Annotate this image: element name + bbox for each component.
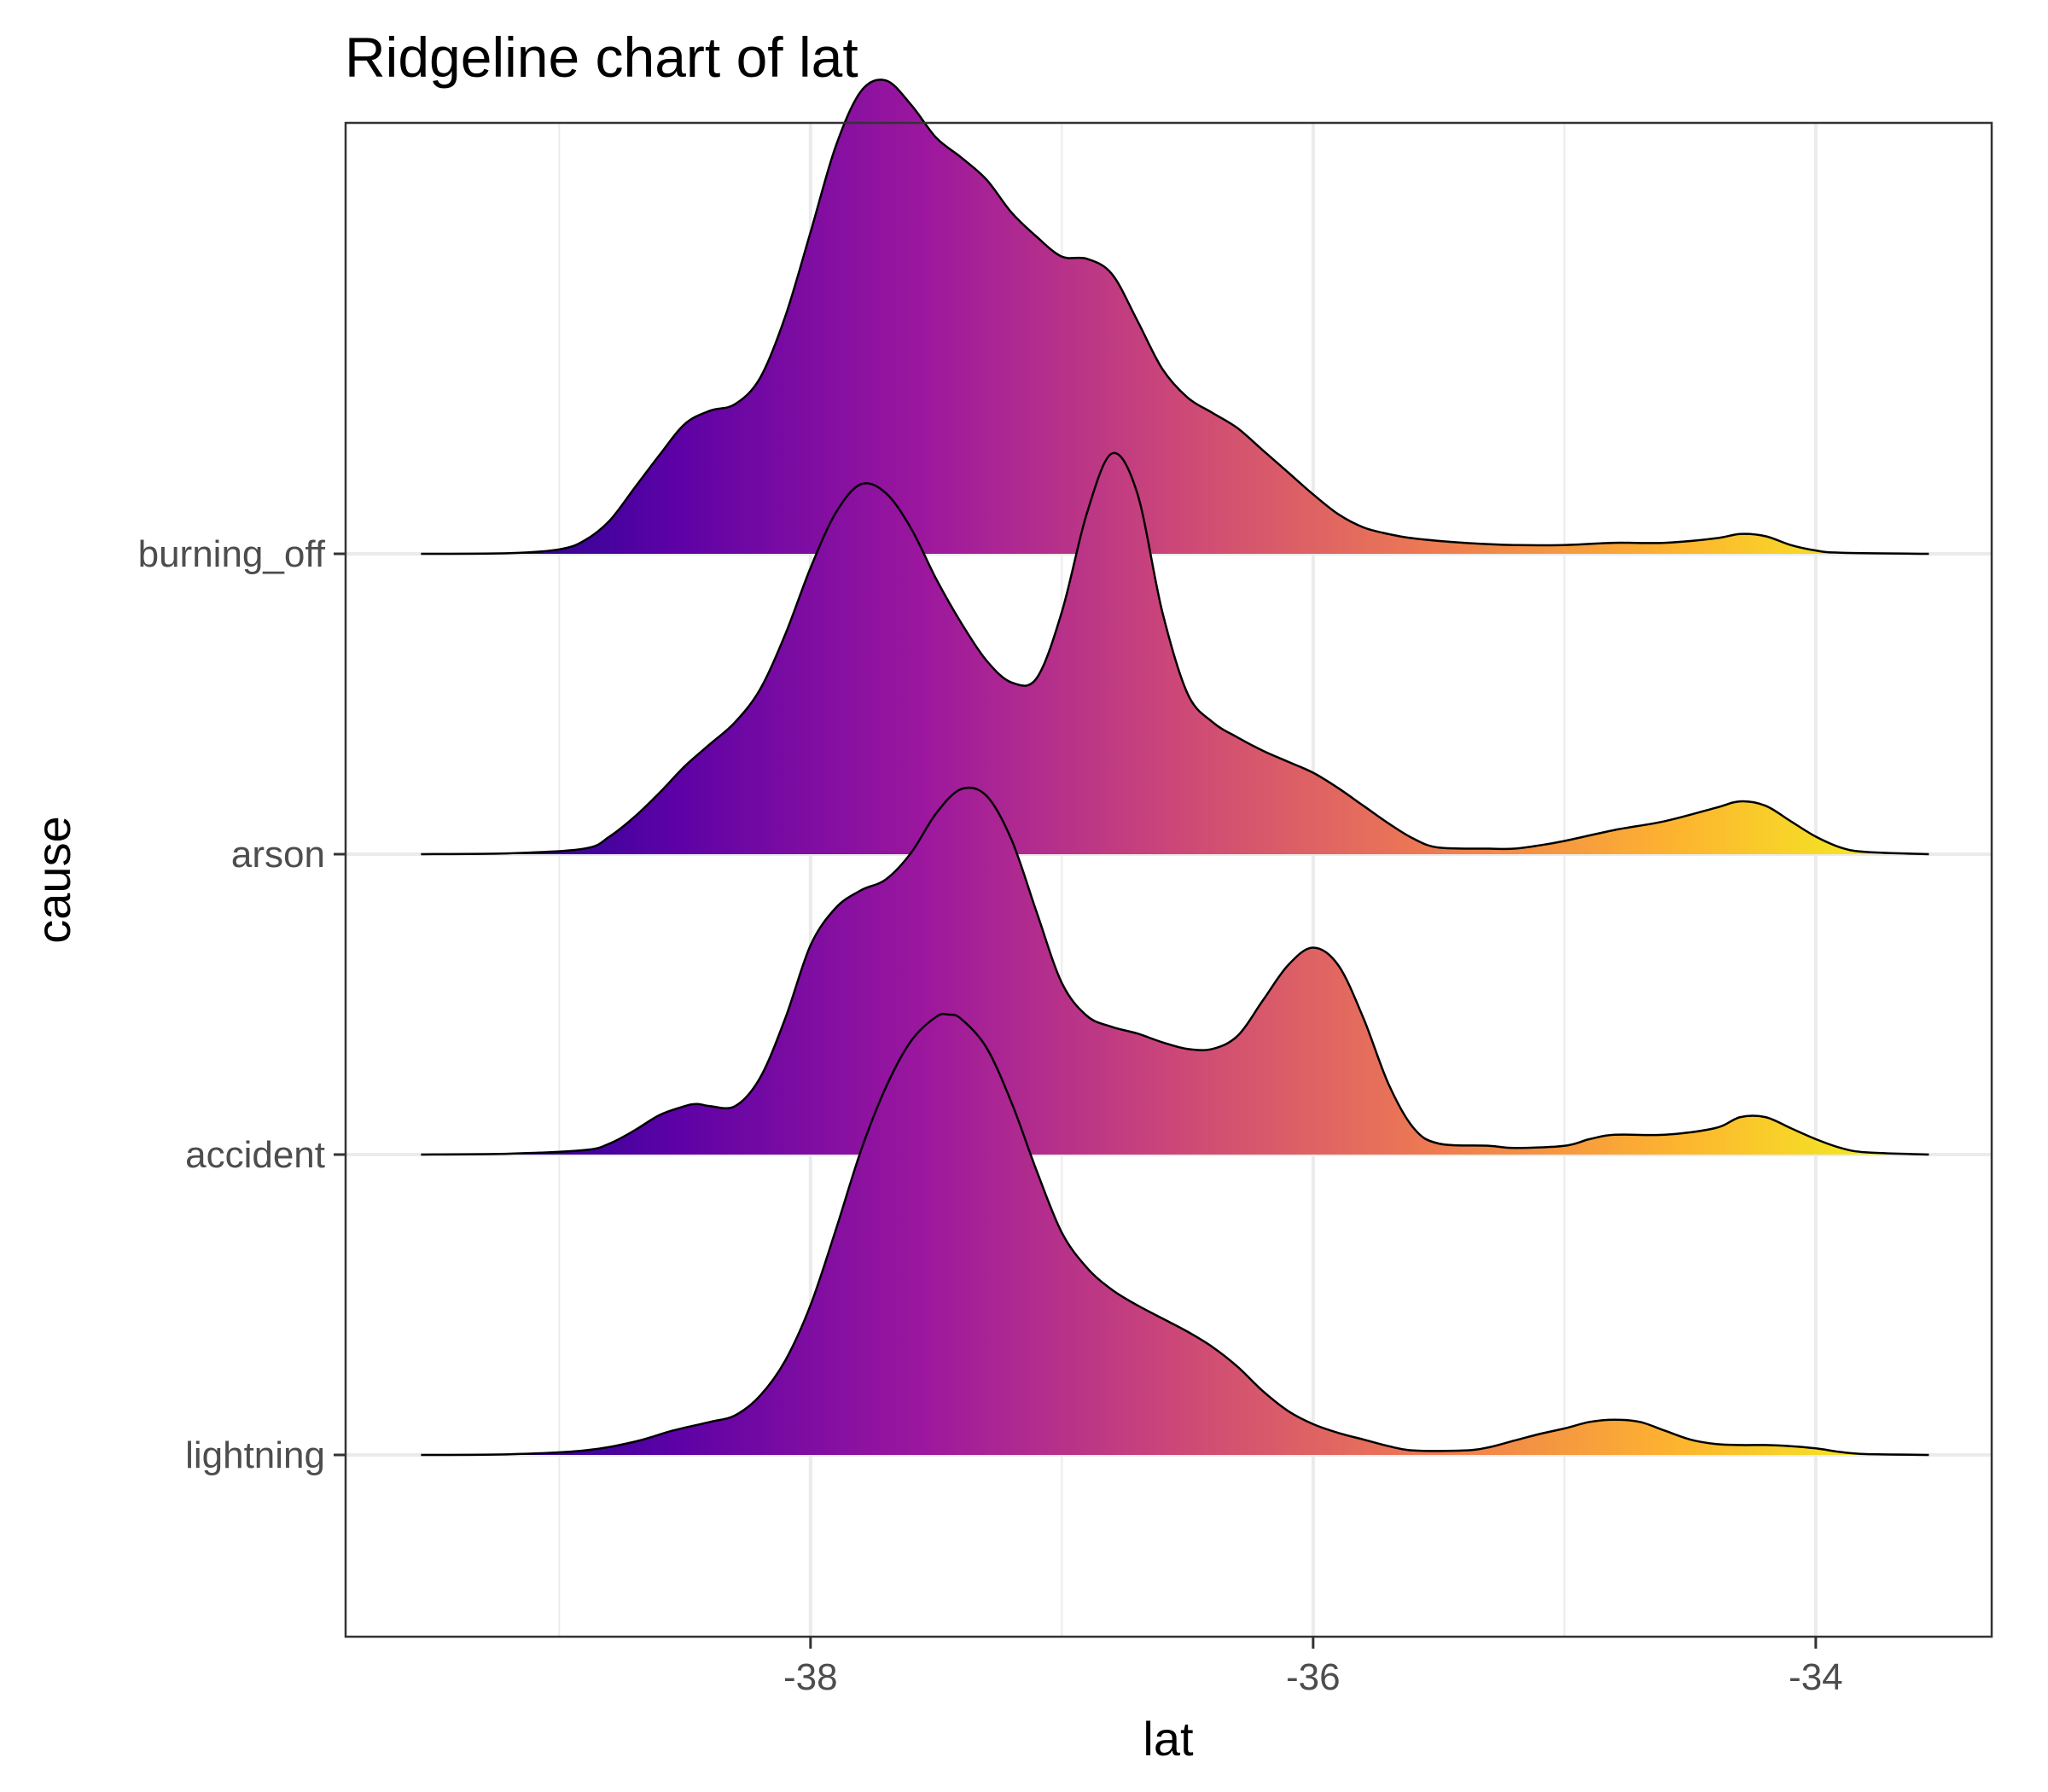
y-tick-label-burning_off: burning_off — [138, 533, 326, 575]
y-tick-label-arson: arson — [231, 834, 325, 876]
panel-border — [344, 121, 1993, 1638]
x-tick-label: -34 — [1789, 1656, 1843, 1698]
ridge-line-burning_off — [421, 79, 1929, 556]
x-tick-label: -38 — [783, 1656, 838, 1698]
y-axis-title: cause — [26, 816, 80, 943]
ridge-fill-accident — [421, 788, 1929, 1155]
chart-title: Ridgeline chart of lat — [345, 26, 858, 89]
ridge-fill-burning_off — [421, 79, 1929, 555]
y-tick-label-accident: accident — [185, 1134, 325, 1176]
ridge-line-arson — [421, 451, 1929, 856]
ridge-fill-lightning — [421, 1014, 1929, 1455]
y-tick-label-lightning: lightning — [185, 1434, 325, 1476]
x-axis-title: lat — [1143, 1712, 1194, 1766]
axes: -38 -36 -34 lightning accident arson burning_o… — [138, 533, 1843, 1698]
ridges — [421, 79, 1929, 1457]
ridge-fill-arson — [421, 452, 1929, 854]
ridge-line-accident — [421, 786, 1929, 1156]
ridge-line-lightning — [421, 1012, 1929, 1457]
x-tick-label: -36 — [1286, 1656, 1341, 1698]
